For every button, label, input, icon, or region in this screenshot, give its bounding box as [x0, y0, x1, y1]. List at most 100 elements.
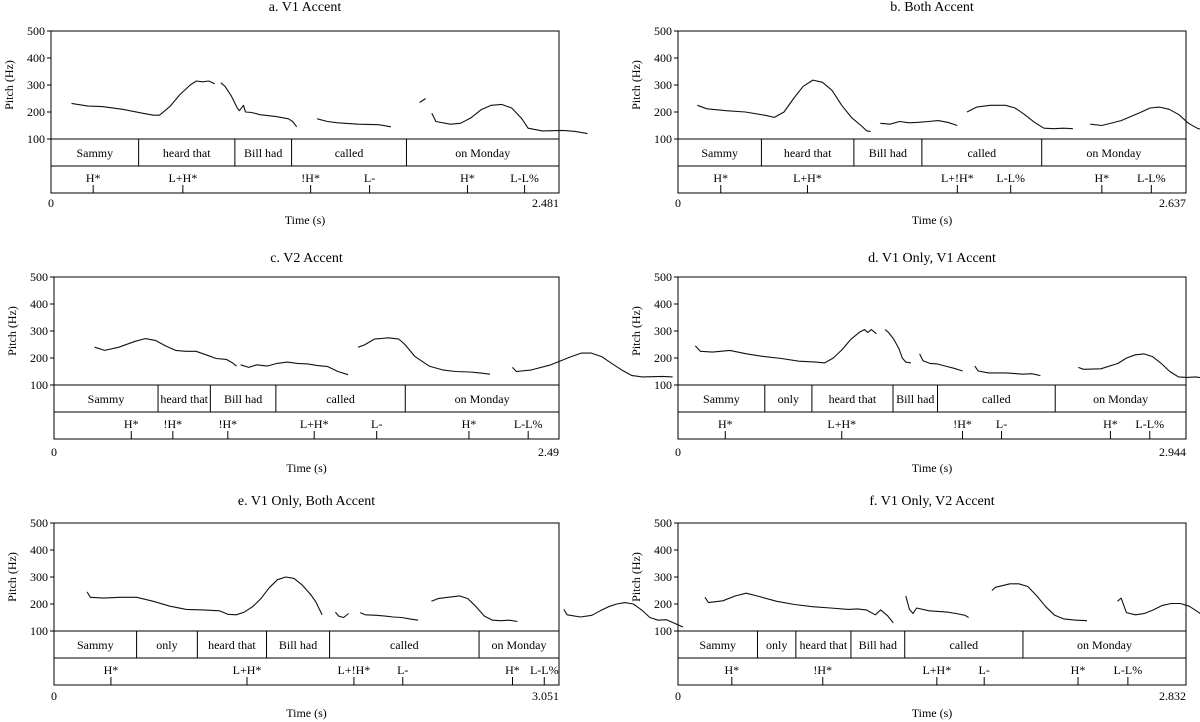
word-label: heard that [160, 392, 208, 406]
pitch-plot-frame [677, 276, 1187, 386]
tone-label: !H* [813, 663, 832, 677]
word-label: heard that [829, 392, 877, 406]
pitch-contour-segment [334, 611, 349, 619]
y-tick-label: 100 [654, 378, 672, 392]
y-tick-label: 400 [654, 51, 672, 65]
word-label: Sammy [699, 638, 736, 652]
y-tick-label: 200 [30, 351, 48, 365]
tone-label: L+H* [168, 171, 197, 185]
pitch-contour-segment [919, 353, 963, 372]
y-axis-label: Pitch (Hz) [629, 552, 643, 602]
pitch-contour-segment [71, 80, 216, 116]
tone-label: L+H* [827, 417, 856, 431]
x-start-label: 0 [51, 445, 57, 459]
tone-label: L- [397, 663, 408, 677]
tone-label: H* [86, 171, 101, 185]
y-tick-label: 300 [27, 78, 45, 92]
x-start-label: 0 [675, 196, 681, 210]
y-tick-label: 400 [27, 51, 45, 65]
tone-label: H* [713, 171, 728, 185]
pitch-plot-frame [50, 30, 560, 140]
tone-label: H* [718, 417, 733, 431]
word-label: Sammy [76, 146, 113, 160]
tone-label: L- [364, 171, 375, 185]
tone-label: !H* [218, 417, 237, 431]
x-end-label: 3.051 [532, 689, 559, 703]
pitch-contour-segment [880, 120, 958, 127]
pitch-contour-segment [704, 592, 894, 624]
chart-panel-c: c. V2 Accent 100 200 300 400 500 Pitch (Hz) Sam… [5, 251, 673, 475]
y-tick-label: 100 [654, 132, 672, 146]
y-tick-label: 400 [30, 543, 48, 557]
word-label: only [156, 638, 177, 652]
word-label: Sammy [701, 146, 738, 160]
word-label: called [326, 392, 355, 406]
tone-label: H* [724, 663, 739, 677]
chart-panel-d: d. V1 Only, V1 Accent 100 200 300 400 500 Pitc… [629, 251, 1200, 475]
tone-label: H* [505, 663, 520, 677]
word-label: on Monday [455, 146, 510, 160]
tone-label: L- [371, 417, 382, 431]
tone-tier-frame [53, 657, 560, 686]
word-label: heard that [163, 146, 211, 160]
pitch-plot-frame [677, 30, 1187, 140]
x-start-label: 0 [675, 445, 681, 459]
tone-label: L-L% [1135, 417, 1164, 431]
y-tick-label: 100 [30, 378, 48, 392]
y-tick-label: 200 [654, 597, 672, 611]
pitch-plot-frame [677, 522, 1187, 632]
tone-label: L-L% [996, 171, 1025, 185]
y-tick-label: 300 [654, 570, 672, 584]
x-end-label: 2.944 [1159, 445, 1186, 459]
tone-label: L-L% [514, 417, 543, 431]
pitch-contour-segment [563, 602, 684, 628]
y-tick-label: 100 [30, 624, 48, 638]
tone-label: L+!H* [338, 663, 371, 677]
x-axis-label: Time (s) [286, 461, 327, 475]
word-label: only [766, 638, 787, 652]
word-label: on Monday [455, 392, 510, 406]
x-axis-label: Time (s) [912, 461, 953, 475]
tone-label: L-L% [1137, 171, 1166, 185]
y-axis-label: Pitch (Hz) [5, 306, 19, 356]
pitch-contour-segment [974, 365, 1041, 377]
x-axis-label: Time (s) [912, 706, 953, 720]
tone-label: L-L% [510, 171, 539, 185]
word-label: called [982, 392, 1011, 406]
word-label: heard that [784, 146, 832, 160]
pitch-contour-segment [966, 104, 1073, 130]
tone-label: L- [996, 417, 1007, 431]
y-tick-label: 500 [27, 24, 45, 38]
y-tick-label: 500 [30, 516, 48, 530]
tone-tier-frame [677, 411, 1187, 440]
pitch-contour-segment [317, 118, 391, 128]
tone-label: H* [124, 417, 139, 431]
pitch-contour-segment [431, 103, 588, 135]
x-end-label: 2.832 [1159, 689, 1186, 703]
chart-panel-b: b. Both Accent 100 200 300 400 500 Pitch (Hz) S… [629, 0, 1200, 227]
word-label: called [390, 638, 419, 652]
chart-panel-a: a. V1 Accent 100 200 300 400 500 Pitch (Hz) Sam… [2, 0, 588, 227]
tone-label: !H* [301, 171, 320, 185]
word-label: Bill had [244, 146, 282, 160]
pitch-contour-segment [1078, 353, 1200, 379]
word-label: on Monday [492, 638, 547, 652]
pitch-contour-segment [694, 329, 877, 364]
word-label: on Monday [1077, 638, 1132, 652]
word-label: called [335, 146, 364, 160]
y-tick-label: 300 [654, 78, 672, 92]
chart-title: c. V2 Accent [270, 251, 343, 266]
pitch-contour-segment [419, 98, 427, 103]
y-axis-label: Pitch (Hz) [2, 60, 16, 110]
y-axis-label: Pitch (Hz) [629, 60, 643, 110]
x-axis-label: Time (s) [912, 213, 953, 227]
y-tick-label: 500 [654, 516, 672, 530]
x-start-label: 0 [48, 196, 54, 210]
chart-panel-f: f. V1 Only, V2 Accent 100 200 300 400 500 Pitc… [629, 494, 1200, 720]
chart-title: a. V1 Accent [269, 0, 342, 15]
x-end-label: 2.49 [538, 445, 559, 459]
word-label: Bill had [896, 392, 934, 406]
pitch-contour-segment [991, 583, 1088, 622]
pitch-plot-frame [53, 276, 560, 386]
word-label: Bill had [224, 392, 262, 406]
